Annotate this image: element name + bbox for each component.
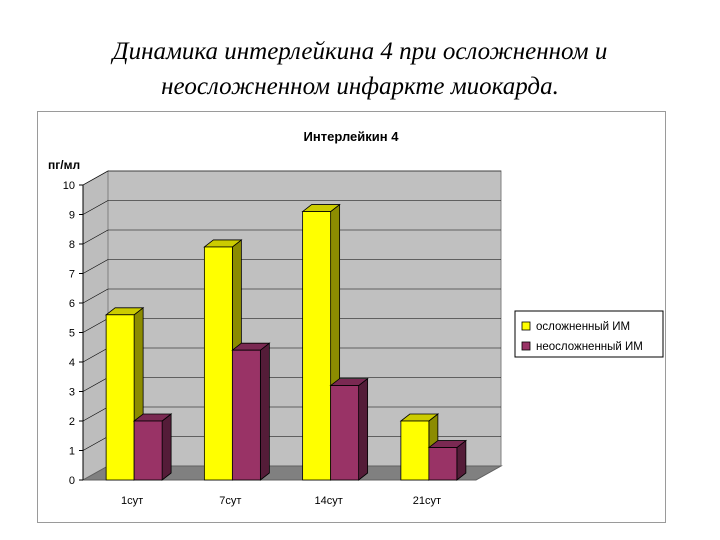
bar-front bbox=[302, 211, 332, 481]
bar-front bbox=[105, 314, 135, 481]
bar-side bbox=[161, 413, 172, 481]
legend-label: осложненный ИМ bbox=[536, 321, 630, 333]
gridline-side bbox=[82, 200, 109, 215]
bar-side bbox=[259, 342, 270, 481]
legend: осложненный ИМ неосложненный ИМ bbox=[514, 310, 664, 358]
chart-title: Интерлейкин 4 bbox=[304, 129, 400, 144]
gridline-side bbox=[82, 406, 109, 422]
bar-uncomplicated bbox=[427, 439, 468, 481]
gridline-side bbox=[82, 259, 109, 274]
y-tick-label: 8 bbox=[69, 239, 75, 251]
y-tick-label: 0 bbox=[69, 475, 75, 487]
legend-label: неосложненный ИМ bbox=[536, 341, 643, 353]
plot-area: 0 1 2 3 4 5 6 7 8 9 10 1сут 7сут 14сут 21сут bbox=[63, 170, 503, 507]
x-tick-label: 7сут bbox=[219, 495, 241, 507]
y-axis-label: пг/мл bbox=[48, 158, 80, 172]
bar-side bbox=[358, 377, 369, 481]
legend-swatch bbox=[521, 341, 531, 351]
gridline-side bbox=[82, 347, 109, 363]
bar-uncomplicated bbox=[329, 377, 369, 481]
gridline-side bbox=[82, 436, 109, 451]
slide-title: Динамика интерлейкина 4 при осложненном … bbox=[0, 34, 720, 104]
chart: Интерлейкин 4 пг/мл 0 1 2 3 4 5 6 7 8 9 10 1сут 7сут… bbox=[48, 129, 664, 507]
chart-frame: Интерлейкин 4 пг/мл 0 1 2 3 4 5 6 7 8 9 10 1сут 7сут… bbox=[37, 111, 666, 523]
y-tick-label: 5 bbox=[69, 328, 75, 340]
slide-title-line-2: неосложненном инфаркте миокарда. bbox=[161, 73, 559, 100]
bar-front bbox=[428, 447, 458, 481]
gridline-side bbox=[82, 288, 109, 304]
y-tick-label: 3 bbox=[69, 387, 75, 399]
bar-front bbox=[400, 420, 430, 481]
legend-box bbox=[514, 310, 664, 358]
bar-uncomplicated bbox=[231, 342, 271, 481]
y-tick-label: 2 bbox=[69, 416, 75, 428]
slide-title-line-1: Динамика интерлейкина 4 при осложненном … bbox=[112, 38, 608, 65]
gridline-side bbox=[82, 377, 109, 392]
y-tick-label: 7 bbox=[69, 269, 75, 281]
y-tick-label: 10 bbox=[63, 180, 75, 192]
x-tick-label: 21сут bbox=[413, 495, 441, 507]
gridline-side bbox=[82, 229, 109, 245]
y-tick-label: 1 bbox=[69, 446, 75, 458]
x-tick-label: 14сут bbox=[314, 495, 342, 507]
gridline-side bbox=[82, 318, 109, 333]
y-tick-label: 6 bbox=[69, 298, 75, 310]
y-tick-label: 9 bbox=[69, 210, 75, 222]
bar-uncomplicated bbox=[132, 413, 173, 481]
x-tick-label: 1сут bbox=[121, 495, 143, 507]
bar-front bbox=[133, 420, 163, 481]
bar-front bbox=[203, 246, 233, 481]
legend-swatch bbox=[521, 321, 531, 331]
gridline-side bbox=[82, 170, 109, 186]
bar-front bbox=[330, 385, 360, 481]
bar-complicated bbox=[301, 203, 341, 481]
y-tick-label: 4 bbox=[69, 357, 75, 369]
bar-front bbox=[231, 349, 261, 481]
